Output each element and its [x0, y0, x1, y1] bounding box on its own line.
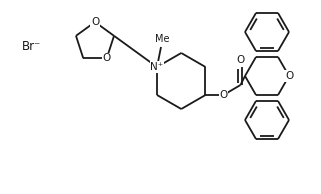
Text: O: O — [219, 90, 228, 100]
Text: Me: Me — [155, 34, 169, 44]
Text: O: O — [236, 55, 245, 65]
Text: O: O — [236, 55, 245, 65]
Text: O: O — [285, 71, 293, 81]
Text: N⁺: N⁺ — [150, 62, 164, 72]
Text: O: O — [219, 90, 228, 100]
Text: Me: Me — [155, 34, 169, 44]
Text: O: O — [103, 53, 111, 63]
Text: O: O — [91, 17, 99, 27]
Text: Br⁻: Br⁻ — [22, 40, 41, 53]
Text: O: O — [91, 17, 99, 27]
Text: O: O — [285, 71, 293, 81]
Text: O: O — [103, 53, 111, 63]
Text: N⁺: N⁺ — [150, 62, 164, 72]
